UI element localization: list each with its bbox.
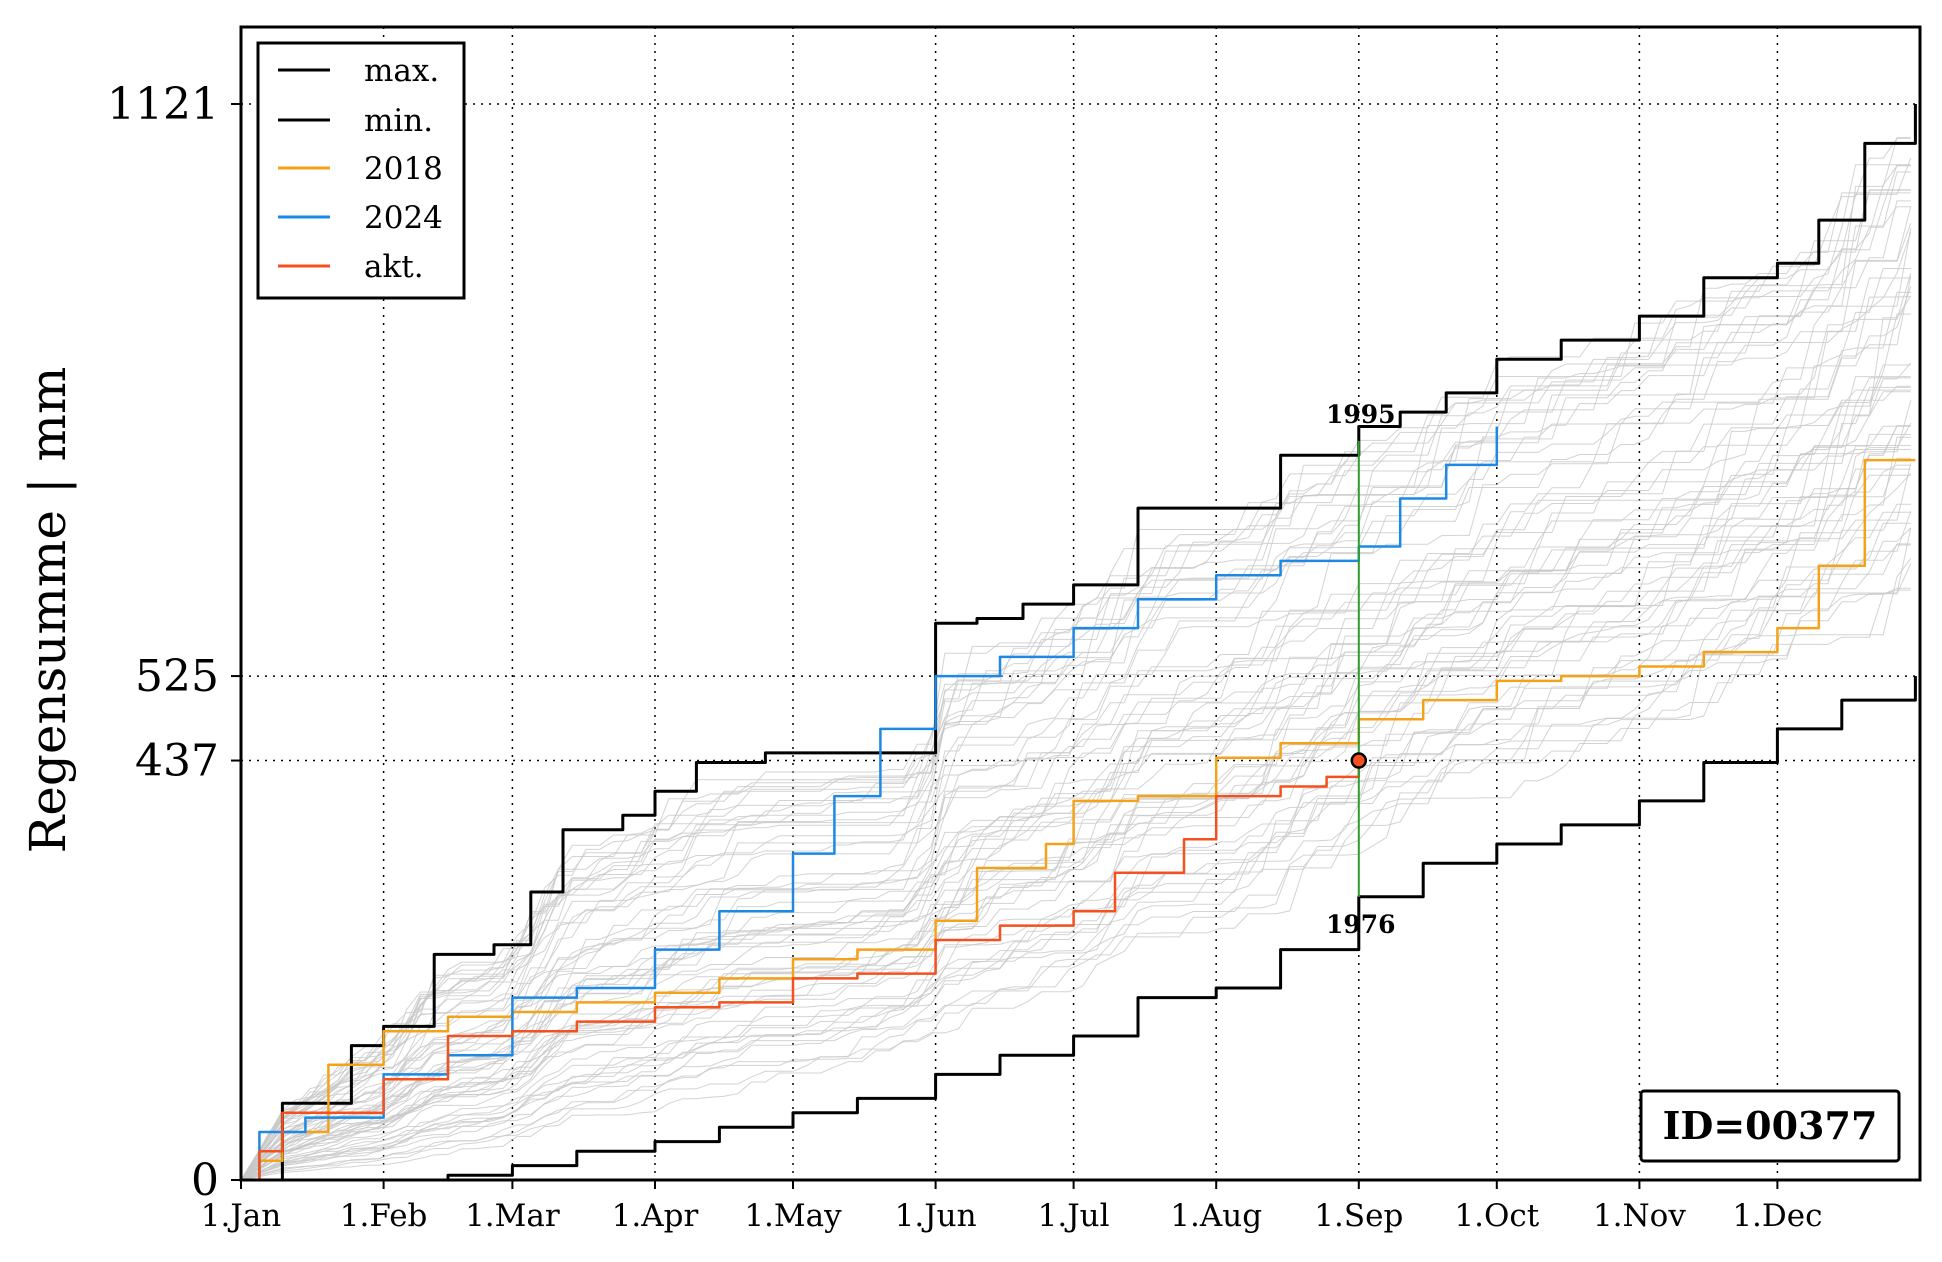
x-tick-label: 1.Aug: [1170, 1198, 1262, 1234]
x-tick-label: 1.Mar: [465, 1198, 560, 1234]
x-tick-label: 1.May: [744, 1198, 842, 1234]
background-year-line: [240, 165, 1911, 1181]
x-tick-label: 1.Dec: [1732, 1198, 1822, 1234]
background-year-line: [240, 385, 1911, 1181]
id-label: ID=00377: [1663, 1103, 1878, 1148]
background-year-line: [240, 376, 1911, 1181]
x-tick-label: 1.Apr: [612, 1198, 699, 1234]
background-year-line: [240, 510, 1912, 1181]
background-year-line: [240, 449, 1911, 1181]
background-year-line: [240, 362, 1912, 1181]
background-year-line: [240, 231, 1912, 1181]
id-box-frame: [1639, 1089, 1901, 1163]
background-year-line: [240, 206, 1911, 1181]
annotation-max-year: 1995: [1326, 400, 1396, 429]
background-year-line: [240, 457, 1911, 1181]
background-year-line: [240, 436, 1911, 1181]
x-tick-label: 1.Oct: [1454, 1198, 1539, 1234]
background-year-line: [240, 171, 1911, 1181]
series-line-min: [241, 676, 1917, 1182]
background-year-line: [240, 386, 1911, 1181]
legend-label-akt: akt.: [364, 249, 424, 285]
background-year-line: [240, 474, 1911, 1181]
background-year-line: [240, 291, 1911, 1181]
legend: max. min. 2018 2024 akt.: [256, 41, 466, 300]
y-tick-label: 437: [135, 736, 219, 787]
x-tick-label: 1.Sep: [1314, 1198, 1403, 1234]
legend-label-min: min.: [364, 103, 433, 139]
current-value-point: [1350, 752, 1368, 769]
y-tick-label: 1121: [107, 79, 219, 130]
x-tick-label: 1.Jul: [1038, 1198, 1110, 1234]
x-tick-label: 1.Feb: [340, 1198, 428, 1234]
y-axis-label: Regensumme | mm: [19, 367, 77, 854]
background-year-line: [240, 558, 1912, 1181]
background-year-line: [240, 189, 1911, 1181]
y-tick-label: 525: [135, 651, 219, 702]
background-year-line: [240, 313, 1911, 1181]
series-line-max: [241, 104, 1917, 1182]
x-tick-label: 1.Jun: [895, 1198, 977, 1234]
background-year-line: [240, 295, 1912, 1181]
background-year-line: [240, 589, 1911, 1181]
id-box: ID=00377: [1639, 1089, 1901, 1163]
background-year-line: [240, 273, 1912, 1181]
background-year-line: [240, 400, 1912, 1181]
annotation-marks: 1995 1976: [1326, 400, 1396, 939]
legend-label-2024: 2024: [364, 200, 443, 236]
background-year-line: [240, 503, 1911, 1181]
background-year-line: [240, 223, 1912, 1181]
background-year-line: [240, 164, 1911, 1181]
background-year-line: [240, 296, 1911, 1181]
series-line-akt: [241, 760, 1361, 1182]
background-year-line: [240, 200, 1911, 1181]
background-year-line: [240, 206, 1912, 1181]
background-year-line: [240, 164, 1911, 1181]
legend-label-max: max.: [364, 53, 439, 89]
x-tick-label: 1.Jan: [201, 1198, 281, 1234]
background-year-line: [240, 391, 1911, 1181]
background-year-line: [240, 522, 1911, 1181]
background-year-line: [240, 468, 1911, 1181]
background-year-line: [240, 544, 1911, 1181]
legend-label-2018: 2018: [364, 151, 443, 187]
background-year-line: [240, 445, 1911, 1181]
background-year-line: [240, 227, 1912, 1181]
y-tick-label: 0: [191, 1155, 219, 1206]
y-axis-ticks: 0 437 525 1121: [107, 79, 241, 1206]
series-line-2018: [241, 458, 1916, 1182]
x-axis-ticks: 1.Jan 1.Feb 1.Mar 1.Apr 1.May 1.Jun 1.Jul 1.Aug…: [201, 1180, 1822, 1234]
annotation-min-year: 1976: [1326, 910, 1396, 939]
background-year-line: [240, 189, 1911, 1181]
background-year-line: [240, 277, 1911, 1181]
background-year-line: [240, 587, 1911, 1181]
background-year-line: [240, 425, 1911, 1181]
x-tick-label: 1.Nov: [1593, 1198, 1686, 1234]
plot-frame: [239, 25, 1922, 1182]
background-year-line: [240, 463, 1912, 1181]
background-year-line: [240, 472, 1912, 1181]
background-year-line: [240, 377, 1911, 1181]
background-year-line: [240, 157, 1912, 1181]
background-year-line: [240, 527, 1912, 1181]
background-year-line: [240, 464, 1911, 1181]
legend-box: [256, 41, 466, 300]
background-year-line: [240, 276, 1912, 1181]
